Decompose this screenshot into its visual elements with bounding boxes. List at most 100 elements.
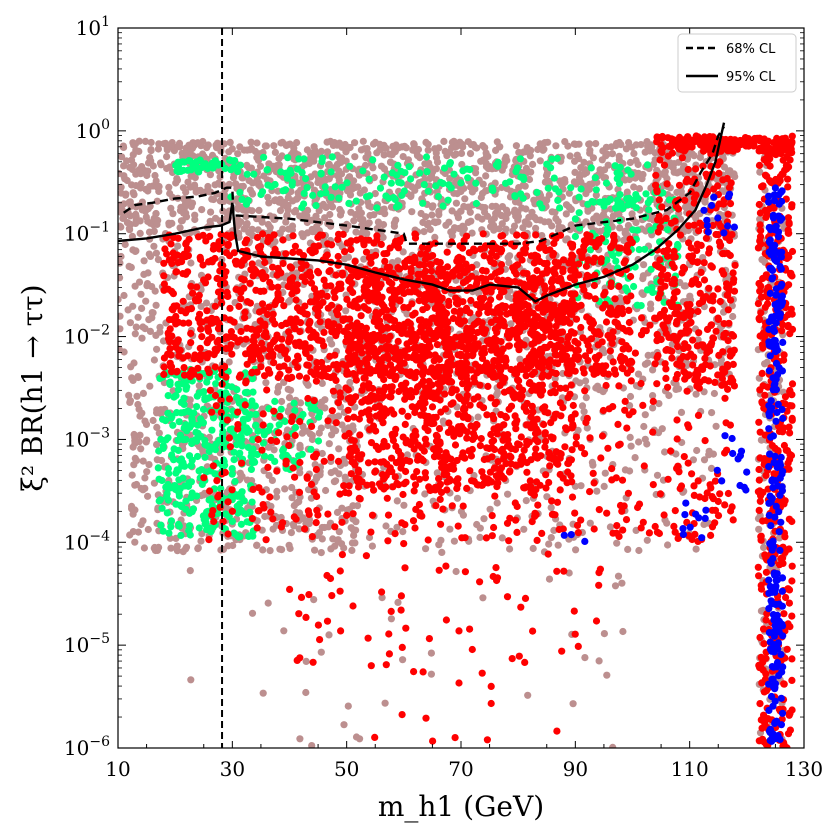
red-points-point [179,354,187,362]
brown-points-point [280,627,288,635]
brown-points-point [388,151,396,159]
brown-points-point [155,429,163,437]
red-points-point [480,252,488,260]
red-points-point [626,328,634,336]
green-points-point [174,446,182,454]
brown-points-point [351,153,359,161]
green-points-point [180,408,188,416]
brown-points-point [164,142,172,150]
green-points-point [180,400,188,408]
brown-points-point [288,494,296,502]
green-points-point [287,169,295,177]
brown-points-point [177,217,185,225]
red-points-point [567,290,575,298]
red-points-point [237,288,245,296]
brown-points-point [632,141,640,149]
brown-points-point [357,146,365,154]
red-points-point [627,272,635,281]
brown-points-point [296,212,304,220]
green-points-point [472,199,480,208]
brown-points-point [453,142,461,151]
red-points-point [257,355,265,363]
brown-points-point [731,173,739,181]
red-points-point [235,302,243,310]
red-points-point [361,304,370,312]
green-points-point [201,453,209,461]
brown-points-point [123,176,131,185]
green-points-point [263,166,272,174]
brown-points-point [692,545,700,553]
brown-points-point [457,149,466,157]
brown-points-point [141,474,149,482]
brown-points-point [621,466,630,474]
green-points-point [188,437,196,445]
green-points-point [321,183,329,191]
brown-points-point [458,140,466,149]
brown-points-point [266,547,274,555]
brown-points-point [144,492,152,500]
brown-points-point [352,228,360,236]
brown-points-point [153,456,161,464]
red-points-point [306,354,314,362]
brown-points-point [270,142,278,150]
red-points-point [360,239,368,247]
red-points-point [580,369,588,377]
brown-points-point [285,225,293,233]
red-points-point [217,288,225,296]
green-points-point [260,153,268,161]
brown-points-point [502,214,510,223]
brown-points-point [129,443,137,451]
brown-points-point [153,197,161,205]
brown-points-point [311,546,319,554]
green-points-point [155,475,163,483]
green-points-point [466,166,474,174]
green-points-point [284,154,292,162]
red-points-point [625,306,633,314]
brown-points-point [341,459,349,467]
brown-points-point [430,218,438,226]
brown-points-point [239,206,247,214]
red-points-point [295,372,304,380]
brown-points-point [577,482,585,490]
brown-points-point [308,225,316,234]
green-points-point [180,394,188,402]
red-points-point [331,294,339,302]
green-points-point [156,496,164,504]
red-points-point [296,328,304,336]
brown-points-point [665,391,673,400]
green-points-point [612,257,620,265]
brown-points-point [323,148,332,156]
brown-points-point [131,481,139,489]
brown-points-point [296,735,304,743]
brown-points-point [285,394,294,402]
red-points-point [569,241,577,249]
brown-points-point [424,146,432,154]
red-points-point [166,345,174,353]
brown-points-point [272,493,281,501]
red-points-point [306,298,315,306]
brown-points-point [263,176,271,184]
brown-points-point [139,517,147,525]
brown-points-point [527,168,535,176]
green-points-point [252,410,260,418]
brown-points-point [589,461,597,469]
brown-points-point [641,411,649,419]
brown-points-point [526,152,534,160]
brown-points-point [521,148,529,156]
brown-points-point [264,193,272,201]
brown-points-point [321,396,329,404]
green-points-point [295,155,303,163]
green-points-point [506,178,514,186]
brown-points-point [567,221,575,229]
brown-points-point [359,216,367,224]
brown-points-point [515,148,523,156]
brown-points-point [518,204,526,212]
red-points-point [338,269,346,277]
green-points-point [199,405,208,413]
brown-points-point [613,539,621,547]
brown-points-point [614,572,623,580]
brown-points-point [150,242,158,250]
red-points-point [585,292,593,300]
red-points-point [296,307,304,315]
green-points-point [250,170,258,178]
